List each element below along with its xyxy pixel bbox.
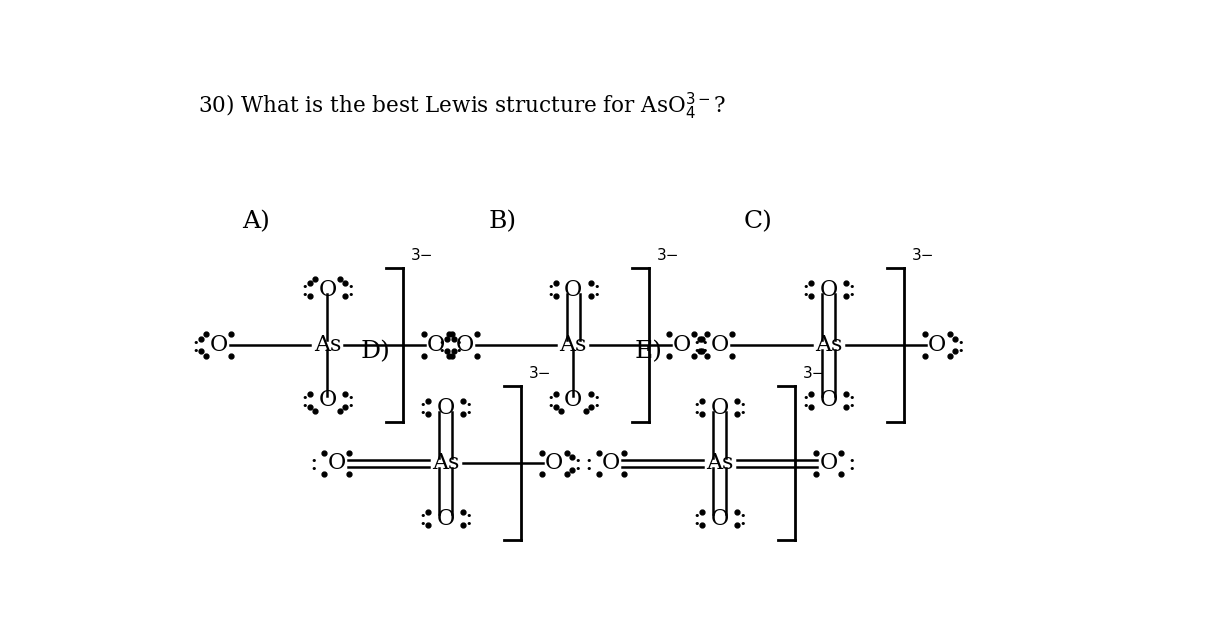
Text: O: O — [437, 508, 455, 530]
Text: O: O — [328, 452, 346, 474]
Text: O: O — [601, 452, 620, 474]
Text: O: O — [210, 334, 228, 356]
Text: O: O — [318, 389, 337, 411]
Text: :: : — [956, 334, 964, 357]
Text: :: : — [310, 451, 318, 475]
Text: As: As — [314, 334, 342, 356]
Text: As: As — [815, 334, 842, 356]
Text: :: : — [573, 451, 582, 475]
Text: :: : — [300, 389, 309, 412]
Text: 3−: 3− — [411, 248, 433, 263]
Text: :: : — [192, 334, 200, 357]
Text: O: O — [564, 279, 582, 300]
Text: :: : — [465, 396, 472, 419]
Text: :: : — [300, 278, 309, 301]
Text: :: : — [693, 334, 701, 357]
Text: :: : — [547, 389, 555, 412]
Text: O: O — [711, 334, 728, 356]
Text: As: As — [432, 452, 459, 474]
Text: O: O — [437, 397, 455, 419]
Text: C): C) — [743, 210, 772, 233]
Text: O: O — [318, 279, 337, 300]
Text: O: O — [820, 279, 838, 300]
Text: A): A) — [243, 210, 270, 233]
Text: :: : — [847, 389, 855, 412]
Text: :: : — [847, 278, 855, 301]
Text: :: : — [584, 451, 593, 475]
Text: :: : — [738, 396, 747, 419]
Text: 3−: 3− — [911, 248, 935, 263]
Text: :: : — [693, 396, 701, 419]
Text: O: O — [545, 452, 564, 474]
Text: O: O — [820, 452, 838, 474]
Text: O: O — [928, 334, 947, 356]
Text: O: O — [564, 389, 582, 411]
Text: :: : — [592, 389, 600, 412]
Text: :: : — [592, 278, 600, 301]
Text: :: : — [802, 278, 810, 301]
Text: :: : — [346, 389, 355, 412]
Text: As: As — [560, 334, 587, 356]
Text: 3−: 3− — [528, 366, 551, 381]
Text: O: O — [673, 334, 691, 356]
Text: :: : — [738, 507, 747, 530]
Text: :: : — [438, 334, 445, 357]
Text: As: As — [706, 452, 733, 474]
Text: O: O — [820, 389, 838, 411]
Text: O: O — [711, 508, 728, 530]
Text: :: : — [418, 507, 427, 530]
Text: 3−: 3− — [803, 366, 826, 381]
Text: :: : — [802, 389, 810, 412]
Text: :: : — [847, 451, 855, 475]
Text: :: : — [346, 278, 355, 301]
Text: D): D) — [361, 341, 390, 363]
Text: :: : — [418, 396, 427, 419]
Text: O: O — [711, 397, 728, 419]
Text: :: : — [455, 334, 464, 357]
Text: O: O — [455, 334, 473, 356]
Text: 3−: 3− — [656, 248, 680, 263]
Text: :: : — [547, 278, 555, 301]
Text: :: : — [465, 507, 472, 530]
Text: :: : — [693, 507, 701, 530]
Text: O: O — [427, 334, 445, 356]
Text: :: : — [700, 334, 709, 357]
Text: 30) What is the best Lewis structure for AsO$_4^{3-}$?: 30) What is the best Lewis structure for… — [198, 91, 726, 122]
Text: E): E) — [634, 341, 662, 363]
Text: B): B) — [488, 210, 516, 233]
